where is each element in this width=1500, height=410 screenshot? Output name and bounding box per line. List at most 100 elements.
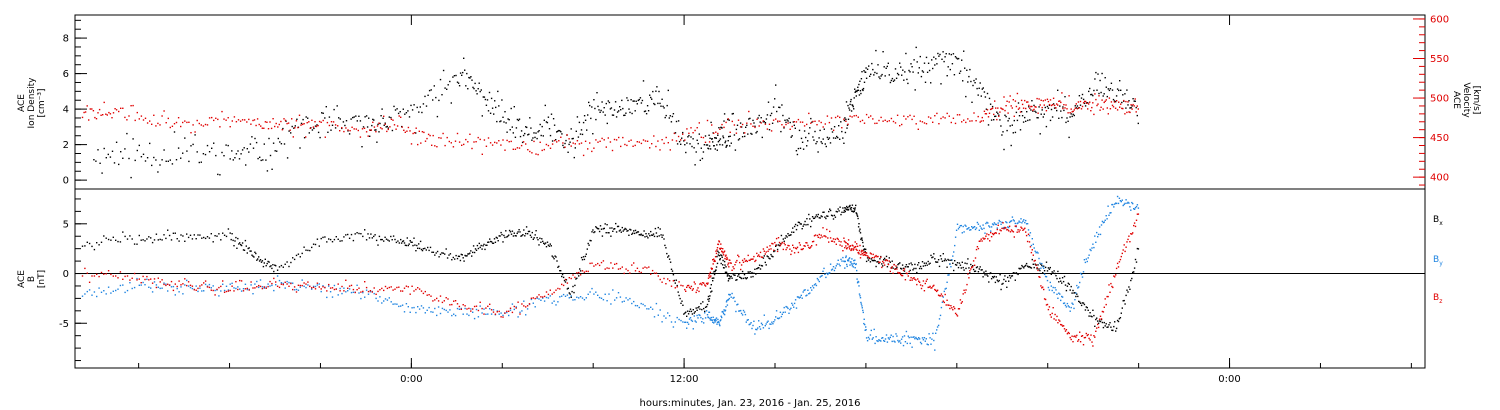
velocity-point: [1008, 101, 1010, 103]
by-point: [1108, 214, 1110, 216]
top-left-tick-label: 2: [63, 140, 69, 151]
bz-point: [151, 282, 154, 284]
bz-point: [865, 252, 867, 254]
bx-point: [312, 243, 315, 245]
by-point: [888, 338, 890, 340]
bz-point: [441, 301, 444, 304]
bx-point: [133, 243, 136, 245]
bx-point: [938, 265, 941, 268]
by-point: [1068, 306, 1070, 308]
bx-point: [1043, 270, 1046, 272]
bx-point: [992, 276, 995, 279]
velocity-point: [899, 125, 901, 127]
bz-point: [1113, 275, 1115, 277]
bx-point: [642, 234, 644, 237]
bz-point: [798, 242, 801, 244]
bz-point: [651, 269, 654, 272]
by-point: [515, 306, 517, 308]
bx-point: [1121, 307, 1123, 309]
bz-point: [206, 286, 209, 288]
bz-point: [197, 287, 199, 290]
by-point: [1030, 244, 1033, 247]
velocity-point: [527, 149, 529, 151]
bx-point: [729, 276, 731, 278]
velocity-point: [512, 148, 514, 150]
bx-point: [627, 229, 629, 232]
bz-point: [807, 244, 809, 247]
bz-point: [292, 288, 294, 291]
bz-point: [858, 253, 860, 255]
density-point: [855, 90, 857, 92]
bx-point: [422, 248, 425, 250]
density-point: [925, 56, 928, 59]
bx-point: [603, 227, 605, 230]
by-point: [1073, 307, 1075, 310]
density-point: [333, 108, 335, 111]
by-point: [1103, 221, 1105, 223]
bx-point: [362, 235, 364, 238]
density-point: [499, 120, 501, 123]
bz-point: [653, 272, 656, 274]
density-point: [799, 147, 802, 149]
velocity-point: [595, 139, 597, 141]
by-point: [1014, 222, 1016, 225]
density-point: [672, 113, 675, 115]
bx-point: [1088, 315, 1090, 317]
by-point: [212, 285, 214, 287]
velocity-point: [448, 140, 450, 143]
bx-point: [385, 238, 388, 240]
density-point: [537, 131, 539, 133]
bx-point: [861, 237, 863, 239]
density-point: [565, 139, 567, 142]
bottom-ylabel-line-2: B: [27, 276, 37, 282]
bx-point: [1069, 289, 1071, 291]
bx-point: [659, 228, 661, 230]
density-point: [1060, 110, 1062, 112]
bz-point: [646, 267, 648, 269]
density-point: [186, 150, 188, 152]
bz-point: [785, 248, 787, 251]
bx-point: [452, 256, 454, 259]
bx-point: [320, 237, 322, 240]
bx-point: [1108, 324, 1110, 326]
density-point: [681, 137, 683, 139]
density-point: [782, 114, 784, 117]
bz-point: [843, 240, 846, 242]
bz-point: [965, 289, 967, 291]
velocity-point: [86, 105, 88, 107]
bz-point: [882, 260, 884, 263]
by-point: [963, 231, 965, 233]
density-point: [749, 117, 751, 120]
bz-point: [713, 260, 715, 263]
density-point: [386, 125, 388, 128]
bx-point: [801, 228, 803, 230]
density-point: [473, 87, 475, 90]
velocity-point: [865, 113, 868, 116]
by-point: [721, 316, 723, 319]
velocity-point: [892, 120, 895, 123]
by-point: [364, 296, 366, 298]
bx-point: [892, 267, 894, 269]
velocity-point: [120, 107, 122, 109]
bx-point: [833, 214, 836, 217]
velocity-point: [1069, 112, 1071, 114]
velocity-point: [326, 121, 329, 124]
density-point: [762, 121, 764, 123]
bx-point: [535, 230, 537, 232]
velocity-point: [560, 136, 562, 138]
by-point: [699, 314, 701, 317]
bx-point: [900, 268, 903, 270]
density-point: [745, 126, 747, 128]
bz-point: [585, 270, 587, 272]
bx-point: [724, 264, 726, 266]
density-point: [522, 134, 525, 137]
velocity-point: [465, 138, 467, 141]
bx-point: [867, 259, 870, 261]
bz-point: [759, 251, 762, 254]
velocity-point: [684, 139, 686, 141]
bz-point: [782, 248, 784, 251]
by-point: [591, 287, 593, 290]
velocity-point: [969, 120, 971, 122]
velocity-point: [764, 123, 767, 125]
bx-point: [952, 262, 954, 264]
